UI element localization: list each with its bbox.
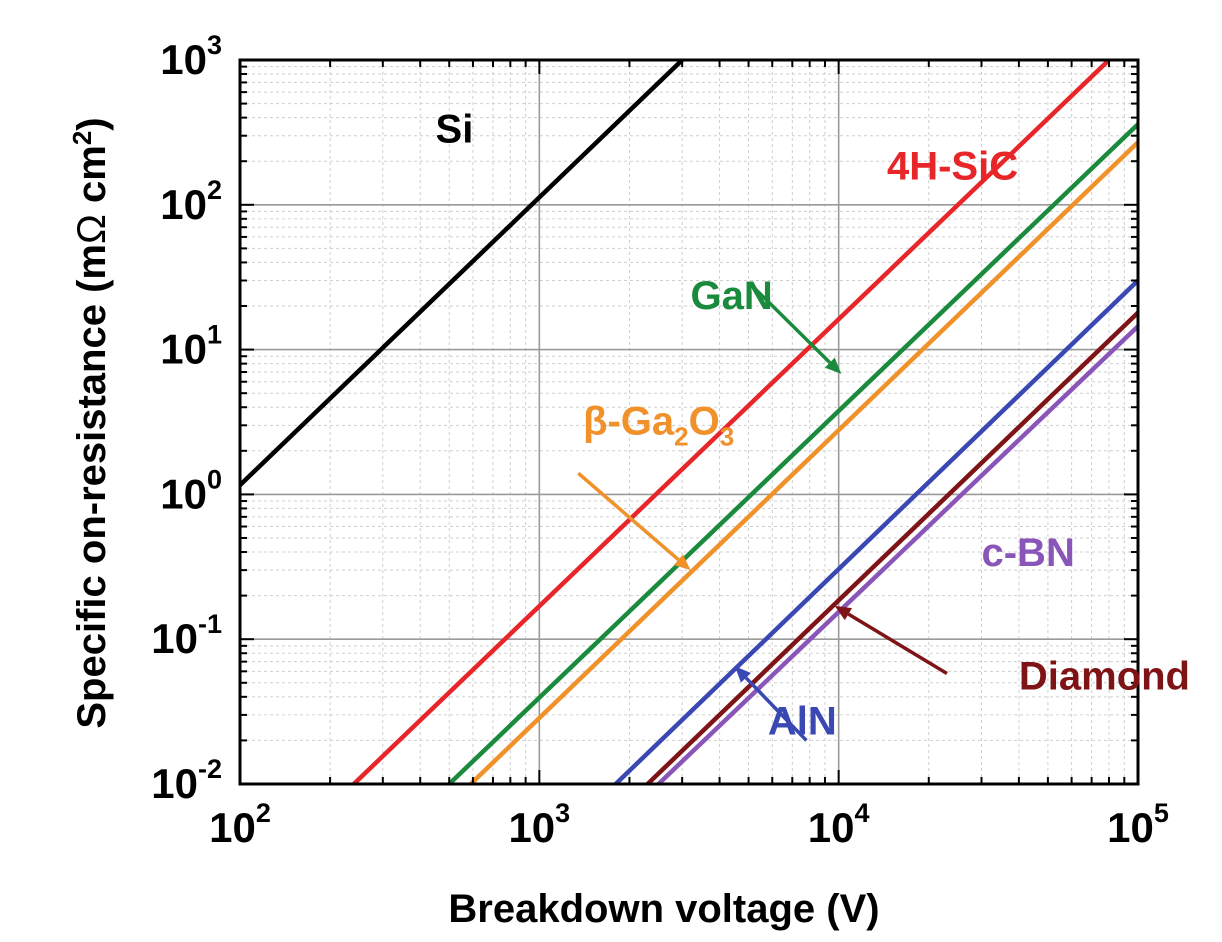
x-tick-label: 105 xyxy=(1107,798,1169,851)
y-axis-title: Specific on-resistance (mΩ cm2) xyxy=(67,117,114,728)
label-part: O xyxy=(689,399,720,443)
arrow-shaft xyxy=(744,676,808,742)
x-tick-label-base: 10 xyxy=(808,804,855,851)
x-tick-label: 104 xyxy=(808,798,870,851)
y-tick-label-exp: 3 xyxy=(207,30,222,60)
x-tick-label-exp: 3 xyxy=(555,798,570,828)
x-tick-label: 102 xyxy=(209,798,271,851)
arrow-head xyxy=(824,357,842,374)
x-tick-label: 103 xyxy=(508,798,570,851)
y-tick-label: 10-1 xyxy=(151,609,222,662)
series-line-gan xyxy=(447,122,1140,786)
y-tick-label-exp: 0 xyxy=(207,464,222,494)
y-tick-label-exp: 1 xyxy=(207,320,222,350)
y-axis-title-sup: 2 xyxy=(67,131,97,145)
arrow-shaft xyxy=(577,471,680,561)
arrow-head xyxy=(673,554,691,571)
arrow-shaft xyxy=(847,612,948,675)
series-label: 4H-SiC xyxy=(887,144,1018,188)
x-tick-label-exp: 2 xyxy=(256,798,271,828)
y-tick-label-base: 10 xyxy=(160,181,207,228)
y-tick-label: 103 xyxy=(160,30,222,83)
series-label: c-BN xyxy=(981,531,1074,575)
x-tick-label-exp: 5 xyxy=(1154,798,1169,828)
series-label: Si xyxy=(436,107,474,151)
x-tick-label-base: 10 xyxy=(209,804,256,851)
arrow-shaft xyxy=(749,283,832,364)
y-tick-label-exp: -1 xyxy=(198,609,222,639)
label-part: β-Ga xyxy=(583,399,675,443)
series-label: β-Ga2O3 xyxy=(583,399,734,451)
series-line--ga2o3 xyxy=(469,140,1140,786)
label-subscript: 2 xyxy=(674,421,688,451)
y-tick-label-base: 10 xyxy=(151,615,198,662)
series-label: Diamond xyxy=(1019,654,1190,698)
arrow-head xyxy=(734,666,752,683)
y-tick-label-exp: 2 xyxy=(207,175,222,205)
y-tick-label-base: 10 xyxy=(160,326,207,373)
y-axis-title-close: ) xyxy=(70,117,114,130)
x-axis-title: Breakdown voltage (V) xyxy=(448,887,879,931)
y-tick-label: 102 xyxy=(160,175,222,228)
y-axis-title-main: Specific on-resistance (m xyxy=(70,244,114,729)
y-tick-label-base: 10 xyxy=(160,36,207,83)
x-tick-label-exp: 4 xyxy=(855,798,870,828)
y-tick-label-base: 10 xyxy=(160,470,207,517)
series-label: GaN xyxy=(691,274,773,318)
series-line-aln xyxy=(614,278,1140,786)
x-tick-label-base: 10 xyxy=(508,804,555,851)
series-line-c-bn xyxy=(656,324,1140,786)
x-tick-label-base: 10 xyxy=(1107,804,1154,851)
series-line-4h-sic xyxy=(352,58,1111,786)
y-axis-title-unit: cm xyxy=(70,145,114,214)
y-tick-label: 101 xyxy=(160,320,222,373)
series-layer xyxy=(238,58,1140,786)
label-subscript: 3 xyxy=(720,421,734,451)
y-axis-title-omega: Ω xyxy=(70,214,114,244)
y-tick-label-exp: -2 xyxy=(198,754,222,784)
arrow-head xyxy=(834,605,853,621)
series-line-diamond xyxy=(646,310,1140,786)
y-tick-label: 10-2 xyxy=(151,754,222,807)
plot-frame xyxy=(238,58,1140,786)
y-tick-label: 100 xyxy=(160,464,222,517)
y-tick-label-base: 10 xyxy=(151,760,198,807)
series-line-si xyxy=(238,58,684,487)
